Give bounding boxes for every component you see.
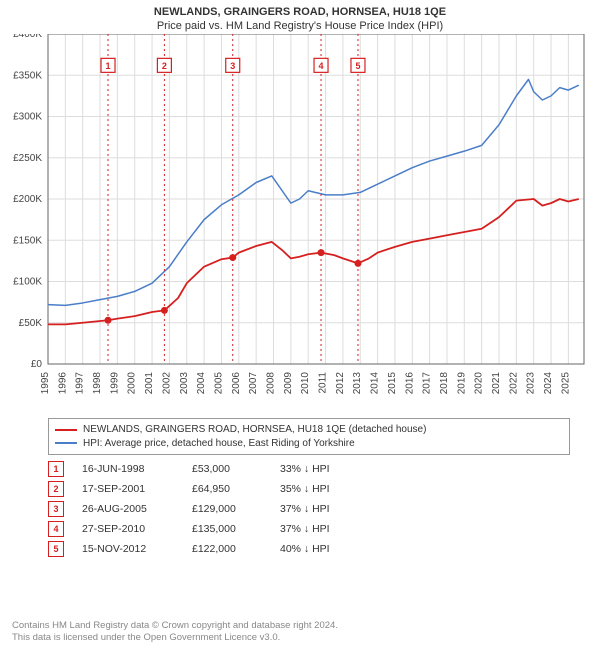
svg-text:2010: 2010 [300, 372, 311, 395]
legend-swatch [55, 442, 77, 444]
legend-row: HPI: Average price, detached house, East… [55, 437, 563, 451]
transaction-delta: 40% ↓ HPI [280, 543, 360, 555]
transaction-badge: 4 [48, 521, 64, 537]
transaction-delta: 37% ↓ HPI [280, 503, 360, 515]
page-title: NEWLANDS, GRAINGERS ROAD, HORNSEA, HU18 … [0, 0, 600, 18]
svg-text:2001: 2001 [144, 372, 155, 395]
svg-text:2012: 2012 [335, 372, 346, 395]
svg-text:2022: 2022 [508, 372, 519, 395]
svg-text:5: 5 [355, 61, 360, 71]
svg-text:3: 3 [230, 61, 235, 71]
transaction-badge: 2 [48, 481, 64, 497]
transaction-badge: 3 [48, 501, 64, 517]
legend-label: HPI: Average price, detached house, East… [83, 437, 355, 451]
svg-text:£200K: £200K [13, 194, 42, 205]
svg-text:2014: 2014 [370, 372, 381, 395]
svg-text:2017: 2017 [422, 372, 433, 395]
svg-text:£0: £0 [31, 359, 43, 370]
svg-text:2025: 2025 [560, 372, 571, 395]
svg-text:£350K: £350K [13, 70, 42, 81]
svg-text:2020: 2020 [474, 372, 485, 395]
transaction-date: 26-AUG-2005 [82, 503, 174, 515]
svg-text:2018: 2018 [439, 372, 450, 395]
transaction-badge: 5 [48, 541, 64, 557]
svg-text:1995: 1995 [40, 372, 51, 395]
transaction-price: £122,000 [192, 543, 262, 555]
svg-text:2002: 2002 [161, 372, 172, 395]
transaction-table: 1 16-JUN-1998 £53,000 33% ↓ HPI 2 17-SEP-2001… [48, 459, 570, 559]
svg-text:2016: 2016 [404, 372, 415, 395]
svg-text:2021: 2021 [491, 372, 502, 395]
legend-row: NEWLANDS, GRAINGERS ROAD, HORNSEA, HU18 … [55, 423, 563, 437]
svg-text:£250K: £250K [13, 153, 42, 164]
footer-line-1: Contains HM Land Registry data © Crown c… [12, 620, 588, 632]
transaction-delta: 37% ↓ HPI [280, 523, 360, 535]
svg-text:1998: 1998 [92, 372, 103, 395]
svg-text:£100K: £100K [13, 277, 42, 288]
svg-text:2006: 2006 [231, 372, 242, 395]
transaction-row: 4 27-SEP-2010 £135,000 37% ↓ HPI [48, 519, 570, 539]
transaction-delta: 35% ↓ HPI [280, 483, 360, 495]
svg-text:£150K: £150K [13, 235, 42, 246]
transaction-row: 3 26-AUG-2005 £129,000 37% ↓ HPI [48, 499, 570, 519]
transaction-row: 1 16-JUN-1998 £53,000 33% ↓ HPI [48, 459, 570, 479]
svg-text:1996: 1996 [57, 372, 68, 395]
svg-text:2013: 2013 [352, 372, 363, 395]
transaction-date: 27-SEP-2010 [82, 523, 174, 535]
svg-text:2011: 2011 [318, 372, 329, 394]
svg-text:2019: 2019 [456, 372, 467, 395]
svg-text:2008: 2008 [266, 372, 277, 395]
transaction-price: £129,000 [192, 503, 262, 515]
footer-line-2: This data is licensed under the Open Gov… [12, 632, 588, 644]
svg-text:1: 1 [106, 61, 111, 71]
legend: NEWLANDS, GRAINGERS ROAD, HORNSEA, HU18 … [48, 418, 570, 455]
svg-text:1999: 1999 [109, 372, 120, 395]
svg-text:4: 4 [319, 61, 324, 71]
transaction-price: £64,950 [192, 483, 262, 495]
legend-swatch [55, 429, 77, 431]
transaction-delta: 33% ↓ HPI [280, 463, 360, 475]
transaction-date: 15-NOV-2012 [82, 543, 174, 555]
transaction-price: £135,000 [192, 523, 262, 535]
transaction-date: 16-JUN-1998 [82, 463, 174, 475]
page-subtitle: Price paid vs. HM Land Registry's House … [0, 18, 600, 34]
price-chart: £0 £50K £100K £150K £200K £250K £300K £350K £400… [0, 34, 600, 412]
legend-label: NEWLANDS, GRAINGERS ROAD, HORNSEA, HU18 … [83, 423, 426, 437]
svg-text:2015: 2015 [387, 372, 398, 395]
svg-text:£400K: £400K [13, 34, 42, 40]
svg-text:2: 2 [162, 61, 167, 71]
svg-text:2024: 2024 [543, 372, 554, 395]
svg-text:1997: 1997 [75, 372, 86, 395]
transaction-price: £53,000 [192, 463, 262, 475]
svg-text:2023: 2023 [526, 372, 537, 395]
svg-text:2005: 2005 [213, 372, 224, 395]
svg-text:£300K: £300K [13, 112, 42, 123]
transaction-row: 5 15-NOV-2012 £122,000 40% ↓ HPI [48, 539, 570, 559]
svg-text:£50K: £50K [19, 318, 43, 329]
svg-text:2009: 2009 [283, 372, 294, 395]
transaction-date: 17-SEP-2001 [82, 483, 174, 495]
transaction-badge: 1 [48, 461, 64, 477]
svg-text:2003: 2003 [179, 372, 190, 395]
svg-text:2007: 2007 [248, 372, 259, 395]
svg-text:2000: 2000 [127, 372, 138, 395]
footer-attribution: Contains HM Land Registry data © Crown c… [12, 620, 588, 644]
chart-container: £0 £50K £100K £150K £200K £250K £300K £350K £400… [0, 34, 600, 412]
svg-text:2004: 2004 [196, 372, 207, 395]
transaction-row: 2 17-SEP-2001 £64,950 35% ↓ HPI [48, 479, 570, 499]
